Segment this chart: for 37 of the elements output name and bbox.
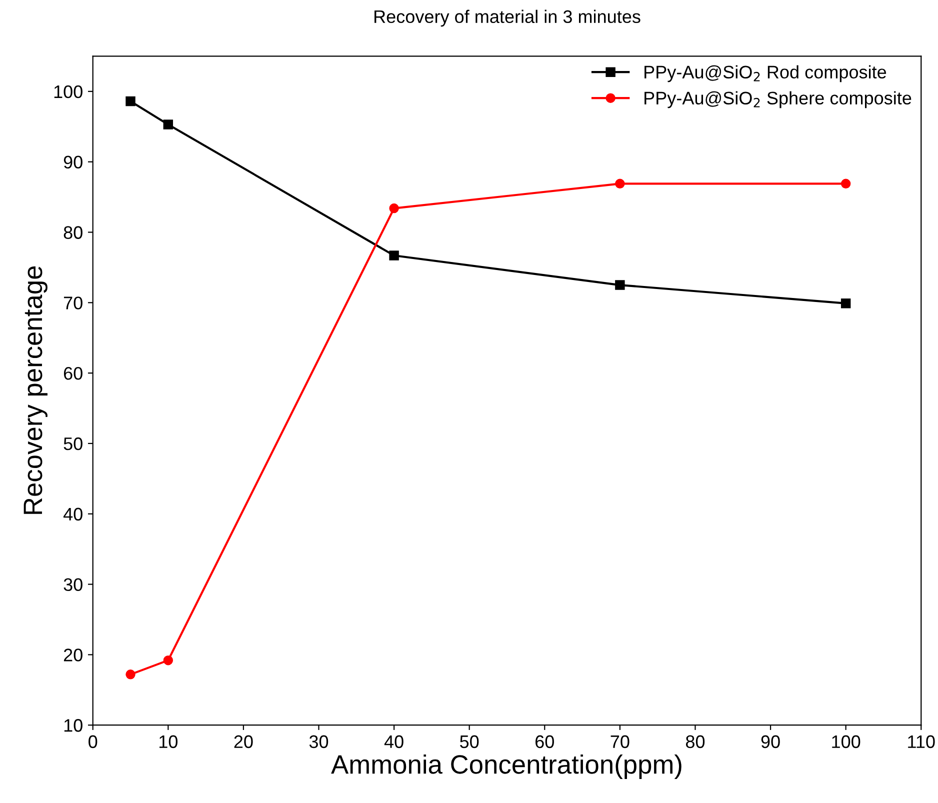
y-tick-label: 100 bbox=[54, 85, 82, 98]
point bbox=[615, 280, 625, 290]
point bbox=[126, 96, 136, 106]
x-tick-label: 110 bbox=[908, 735, 935, 748]
x-axis-title: Ammonia Concentration(ppm) bbox=[331, 754, 682, 780]
x-tick-label: 30 bbox=[309, 735, 328, 748]
x-tick-label: 0 bbox=[88, 735, 98, 748]
x-tick-label: 70 bbox=[610, 735, 630, 748]
y-axis-title: Recovery percentage bbox=[24, 266, 48, 514]
point bbox=[615, 178, 625, 189]
y-tick-label: 50 bbox=[64, 437, 82, 450]
y-tick-label: 20 bbox=[64, 648, 82, 662]
x-tick-label: 10 bbox=[159, 735, 178, 748]
point bbox=[389, 250, 399, 260]
y-tick-label: 40 bbox=[63, 508, 82, 521]
point bbox=[126, 670, 136, 680]
x-tick-label: 80 bbox=[686, 735, 705, 748]
point bbox=[389, 203, 399, 214]
chart-title: Recovery of material in 3 minutes bbox=[374, 10, 640, 27]
x-tick-label: 100 bbox=[832, 735, 860, 748]
legend-label: PPy-Au@SiO$_{2}$ Rod composite bbox=[644, 65, 886, 82]
y-tick-label: 90 bbox=[64, 156, 82, 169]
x-tick-label: 40 bbox=[384, 735, 404, 748]
x-tick-label: 90 bbox=[761, 735, 780, 748]
legend-label: PPy-Au@SiO$_{2}$ Sphere composite bbox=[644, 91, 912, 108]
point bbox=[840, 298, 851, 308]
y-tick-label: 60 bbox=[64, 366, 82, 380]
x-tick-label: 50 bbox=[460, 735, 479, 748]
point bbox=[163, 655, 174, 666]
point bbox=[840, 178, 851, 189]
y-tick-label: 30 bbox=[64, 578, 82, 592]
y-tick-label: 70 bbox=[64, 296, 82, 310]
y-tick-label: 10 bbox=[64, 719, 82, 732]
point bbox=[163, 120, 174, 130]
y-tick-label: 80 bbox=[64, 226, 82, 239]
x-tick-label: 60 bbox=[536, 735, 554, 748]
x-tick-label: 20 bbox=[234, 735, 253, 748]
